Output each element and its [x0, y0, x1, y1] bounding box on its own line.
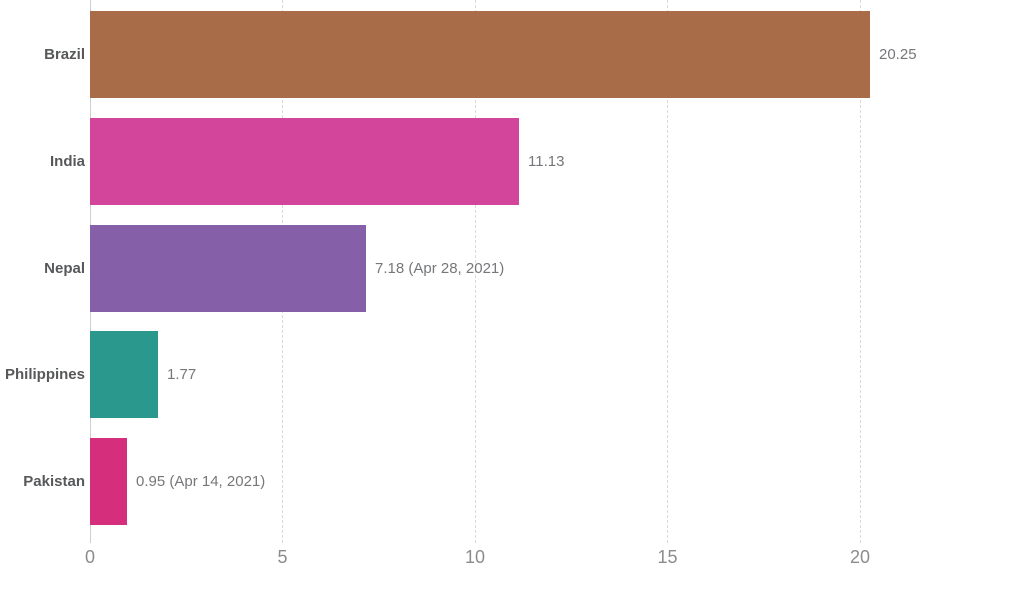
- bar-brazil[interactable]: [90, 11, 870, 98]
- x-tick-label: 0: [84, 547, 96, 567]
- bar-nepal[interactable]: [90, 225, 366, 312]
- x-tick-label: 20: [849, 547, 871, 567]
- x-tick-label: 15: [657, 547, 678, 567]
- x-gridline: [859, 0, 861, 543]
- category-label-nepal: Nepal: [44, 260, 85, 277]
- bar-pakistan[interactable]: [90, 438, 127, 525]
- category-label-philippines: Philippines: [4, 366, 85, 383]
- category-label-brazil: Brazil: [44, 46, 85, 63]
- category-label-pakistan: Pakistan: [23, 473, 85, 490]
- value-label-philippines: 1.77: [167, 366, 197, 383]
- value-label-brazil: 20.25: [879, 46, 917, 63]
- bar-india[interactable]: [90, 118, 519, 205]
- x-tick-label: 10: [464, 547, 486, 567]
- value-label-pakistan: 0.95 (Apr 14, 2021): [136, 473, 266, 490]
- category-label-india: India: [49, 153, 85, 170]
- value-label-nepal: 7.18 (Apr 28, 2021): [375, 260, 505, 277]
- value-label-india: 11.13: [528, 153, 565, 170]
- bar-philippines[interactable]: [90, 331, 158, 418]
- x-tick-label: 5: [277, 547, 288, 567]
- x-gridline: [667, 0, 668, 543]
- x-gridline: [474, 0, 476, 543]
